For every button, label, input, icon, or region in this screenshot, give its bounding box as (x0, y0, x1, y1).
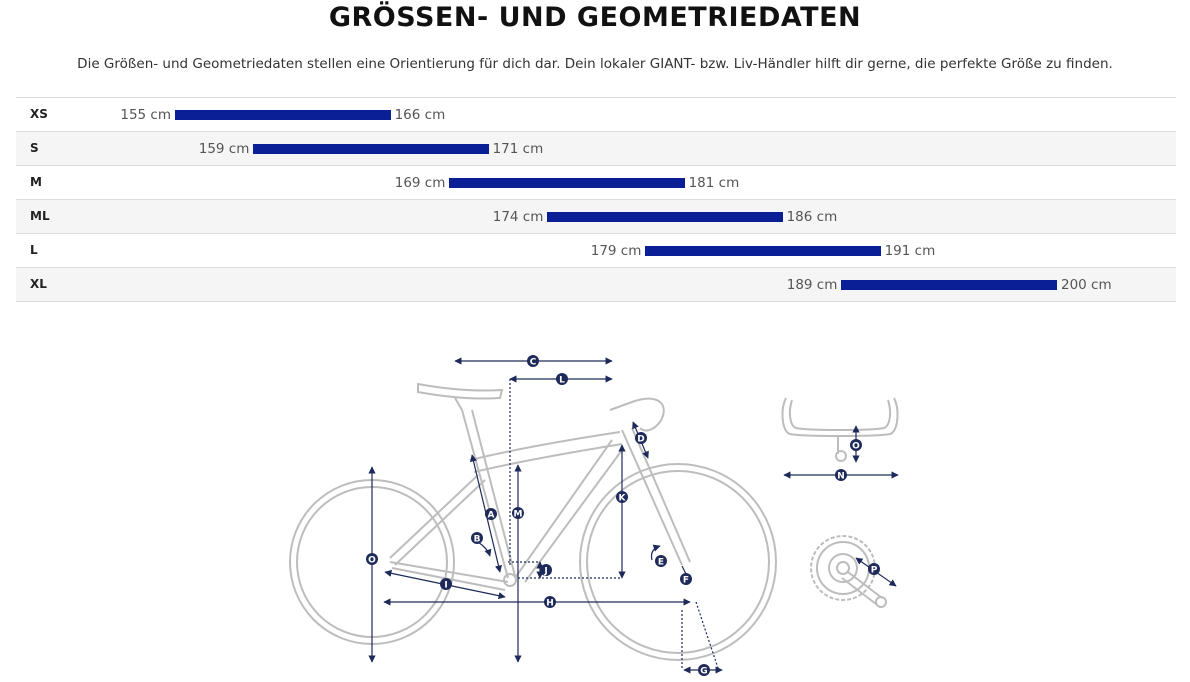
dim-label-l: L (556, 373, 568, 386)
page-description: Die Größen- und Geometriedaten stellen e… (77, 56, 1113, 72)
size-range-bar (645, 246, 881, 256)
page-title: GRÖSSEN- UND GEOMETRIEDATEN (328, 2, 862, 33)
svg-text:J: J (543, 567, 547, 577)
svg-text:A: A (488, 511, 495, 521)
dim-label-n: N (835, 469, 847, 482)
svg-text:C: C (530, 358, 537, 368)
bike-frame-icon (289, 382, 777, 661)
svg-text:M: M (514, 510, 523, 520)
dim-label-k: K (616, 491, 628, 504)
size-row-ml: ML 174 cm 186 cm (16, 200, 1176, 234)
size-max: 181 cm (688, 175, 740, 191)
svg-text:P: P (871, 566, 878, 576)
size-label: XS (30, 107, 48, 121)
svg-text:D: D (637, 435, 644, 445)
svg-text:E: E (658, 558, 664, 568)
dim-label-f: F (680, 573, 692, 586)
dim-label-m: M (512, 507, 524, 520)
svg-text:O: O (368, 556, 376, 566)
size-row-m: M 169 cm 181 cm (16, 166, 1176, 200)
size-min: 169 cm (394, 175, 446, 191)
size-min: 174 cm (492, 209, 544, 225)
size-row-s: S 159 cm 171 cm (16, 132, 1176, 166)
dim-label-d: D (635, 432, 647, 445)
dim-label-g: G (698, 664, 710, 677)
size-max: 171 cm (492, 141, 544, 157)
size-label: ML (30, 209, 50, 223)
size-range-bar (841, 280, 1057, 290)
size-row-xs: XS 155 cm 166 cm (16, 98, 1176, 132)
size-table: XS 155 cm 166 cm S 159 cm 171 cm M 169 c… (16, 97, 1176, 302)
svg-text:K: K (619, 494, 627, 504)
dim-label-c: C (527, 355, 539, 368)
svg-text:H: H (546, 599, 554, 609)
dim-label-j: J (540, 564, 552, 577)
size-row-l: L 179 cm 191 cm (16, 234, 1176, 268)
size-range-bar (547, 212, 783, 222)
dim-label-o: O (366, 553, 378, 566)
size-min: 189 cm (786, 277, 838, 293)
size-range-bar (253, 144, 489, 154)
dim-label-h: H (544, 596, 556, 609)
size-label: L (30, 243, 38, 257)
size-label: M (30, 175, 42, 189)
size-min: 179 cm (590, 243, 642, 259)
size-max: 186 cm (786, 209, 838, 225)
size-max: 166 cm (394, 107, 446, 123)
size-min: 159 cm (198, 141, 250, 157)
size-label: XL (30, 277, 47, 291)
size-range-bar (175, 110, 391, 120)
dim-label-p: P (868, 563, 880, 576)
svg-text:O: O (852, 442, 860, 452)
svg-text:F: F (683, 576, 689, 586)
size-label: S (30, 141, 39, 155)
size-max: 191 cm (884, 243, 936, 259)
handlebar-icon (781, 397, 899, 462)
svg-text:L: L (559, 376, 565, 386)
svg-text:B: B (474, 535, 481, 545)
bike-geometry-diagram: C L D K M A B J E F O I H G O N P (289, 355, 899, 677)
dim-label-e: E (655, 555, 667, 568)
svg-text:G: G (700, 667, 707, 677)
size-row-xl: XL 189 cm 200 cm (16, 268, 1176, 302)
dim-label-a: A (485, 508, 497, 521)
dim-label-b: B (471, 532, 483, 545)
svg-text:N: N (837, 472, 845, 482)
dim-label-i: I (440, 578, 452, 591)
dim-label-o-bar: O (850, 439, 862, 452)
svg-text:I: I (444, 581, 447, 591)
size-range-bar (449, 178, 685, 188)
size-min: 155 cm (120, 107, 171, 123)
size-max: 200 cm (1061, 277, 1112, 293)
